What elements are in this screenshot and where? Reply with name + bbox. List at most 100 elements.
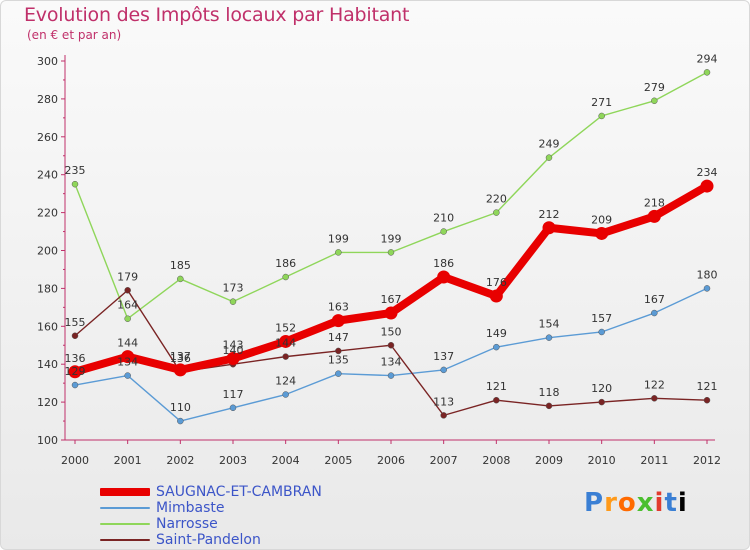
data-label: 209 (591, 213, 612, 226)
legend-swatch-mimbaste (100, 507, 150, 509)
data-label: 176 (486, 276, 507, 289)
x-tick-label: 2004 (272, 454, 300, 467)
data-point (387, 342, 395, 349)
data-label: 150 (381, 325, 402, 338)
data-point (703, 285, 711, 292)
y-tick-label: 300 (37, 55, 58, 68)
data-label: 167 (381, 293, 402, 306)
data-point (493, 209, 500, 216)
data-point (282, 353, 289, 360)
data-label: 186 (275, 257, 296, 270)
data-label: 137 (433, 350, 454, 363)
data-label: 134 (117, 356, 138, 369)
data-label: 118 (539, 386, 560, 399)
data-point (121, 350, 135, 364)
data-label: 157 (591, 312, 612, 325)
legend-label-saint-pandelon: Saint-Pandelon (156, 532, 261, 548)
legend-label-saugnac: SAUGNAC-ET-CAMBRAN (156, 484, 322, 500)
data-point (229, 298, 237, 305)
x-tick-label: 2003 (219, 454, 247, 467)
legend-swatch-narrosse (100, 523, 150, 525)
data-label: 186 (433, 257, 454, 270)
data-label: 218 (644, 196, 665, 209)
data-point (440, 228, 447, 235)
data-point (598, 398, 605, 406)
data-point (598, 112, 605, 120)
data-point (493, 343, 500, 351)
data-point (493, 396, 500, 404)
legend-label-narrosse: Narrosse (156, 516, 218, 532)
data-label: 179 (117, 270, 138, 283)
data-label: 117 (223, 388, 244, 401)
data-point (440, 412, 447, 419)
data-label: 294 (697, 52, 718, 65)
data-point (124, 372, 131, 379)
data-point (651, 395, 658, 402)
data-label: 143 (223, 339, 244, 352)
data-point (542, 221, 556, 235)
y-tick-label: 200 (37, 245, 58, 258)
data-label: 134 (381, 356, 402, 369)
data-point (335, 347, 342, 355)
data-point (71, 381, 79, 389)
chart-subtitle: (en € et par an) (27, 28, 122, 42)
data-label: 147 (328, 331, 349, 344)
data-point (282, 273, 289, 281)
data-label: 279 (644, 81, 665, 94)
x-tick-label: 2005 (324, 454, 352, 467)
logo-letter: i (654, 488, 665, 518)
logo-letter: r (604, 488, 618, 518)
data-label: 122 (644, 378, 665, 391)
data-label: 185 (170, 259, 191, 272)
data-label: 110 (170, 401, 191, 414)
data-point (279, 334, 293, 348)
x-tick-label: 2011 (640, 454, 668, 467)
data-point (387, 372, 395, 379)
data-point (173, 363, 187, 377)
data-label: 180 (697, 268, 718, 281)
data-label: 144 (117, 337, 138, 350)
y-tick-label: 260 (37, 131, 58, 144)
data-point (68, 365, 82, 379)
x-tick-label: 2002 (166, 454, 194, 467)
data-label: 144 (275, 337, 296, 350)
data-label: 199 (381, 232, 402, 245)
data-point (384, 306, 398, 320)
data-point (545, 402, 553, 410)
data-point (331, 314, 345, 328)
x-tick-label: 2010 (588, 454, 616, 467)
data-point (71, 332, 79, 340)
data-point (700, 179, 714, 193)
x-tick-label: 2009 (535, 454, 563, 467)
data-point (440, 366, 447, 374)
x-tick-label: 2007 (430, 454, 458, 467)
data-label: 235 (65, 164, 86, 177)
data-label: 137 (170, 350, 191, 363)
logo-letter: o (617, 488, 637, 518)
data-label: 220 (486, 193, 507, 206)
data-point (71, 180, 79, 188)
x-tick-label: 2006 (377, 454, 405, 467)
data-label: 140 (223, 344, 244, 357)
legend-swatch-saugnac (100, 488, 150, 496)
y-tick-label: 180 (37, 282, 58, 295)
data-label: 124 (275, 375, 296, 388)
data-point (545, 154, 553, 161)
data-label: 136 (65, 352, 86, 365)
chart-title: Evolution des Impôts locaux par Habitant (24, 4, 410, 26)
logo-letter: P (584, 488, 605, 518)
y-tick-label: 160 (37, 320, 58, 333)
data-label: 121 (697, 380, 718, 393)
data-label: 163 (328, 301, 349, 314)
y-tick-label: 100 (37, 434, 58, 447)
y-tick-label: 280 (37, 93, 58, 106)
data-label: 154 (539, 318, 560, 331)
data-label: 120 (591, 382, 612, 395)
data-point (651, 97, 658, 105)
data-point (282, 391, 289, 398)
data-label: 167 (644, 293, 665, 306)
y-tick-label: 140 (37, 358, 58, 371)
data-point (124, 315, 131, 322)
logo-letter: t (664, 488, 678, 518)
data-point (545, 334, 553, 341)
